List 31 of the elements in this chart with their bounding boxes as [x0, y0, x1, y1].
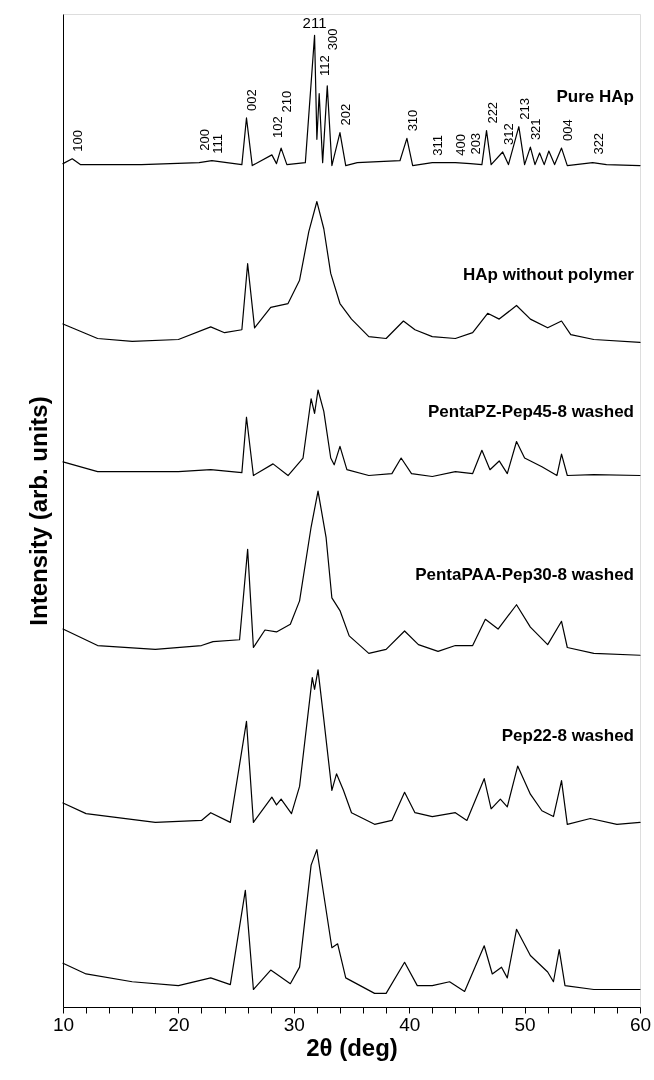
annotation: 210 [279, 90, 295, 113]
x-tick-label: 10 [52, 1013, 75, 1035]
annotation: 100 [70, 130, 86, 152]
x-tick-label: 40 [399, 1013, 421, 1035]
annotation: 300 [325, 28, 341, 51]
annotation: 312 [500, 123, 516, 145]
text: Pure HAp [556, 86, 634, 106]
annotation: 112 [317, 55, 333, 76]
annotation: 203 [468, 132, 484, 155]
x-tick-label: 20 [168, 1013, 190, 1035]
annotation: 311 [430, 134, 446, 156]
series-label: PentaPZ-Pep45-8 washed [428, 401, 634, 421]
annotation: 322 [590, 132, 606, 155]
annotation: 102 [269, 116, 285, 139]
annotation: 002 [244, 89, 260, 111]
annotation: 321 [528, 118, 544, 141]
x-axis-title: 2θ (deg) [306, 1033, 398, 1061]
x-tick-label: 50 [514, 1013, 536, 1035]
annotation: 202 [337, 103, 353, 126]
x-tick-label: 60 [629, 1013, 652, 1035]
annotation: 004 [559, 119, 575, 142]
series-label: PentaPAA-Pep30-8 washed [415, 564, 634, 584]
y-axis-title: Intensity (arb. units) [24, 396, 52, 626]
annotation: 222 [484, 101, 500, 124]
series-label: Pep22-8 washed [501, 726, 634, 746]
annotation: 310 [404, 109, 420, 132]
x-tick-label: 30 [283, 1013, 305, 1035]
text: HAp without polymer [463, 265, 635, 285]
annotation: 400 [453, 133, 469, 156]
annotation: 213 [516, 98, 532, 120]
annotation: 211 [302, 14, 327, 32]
